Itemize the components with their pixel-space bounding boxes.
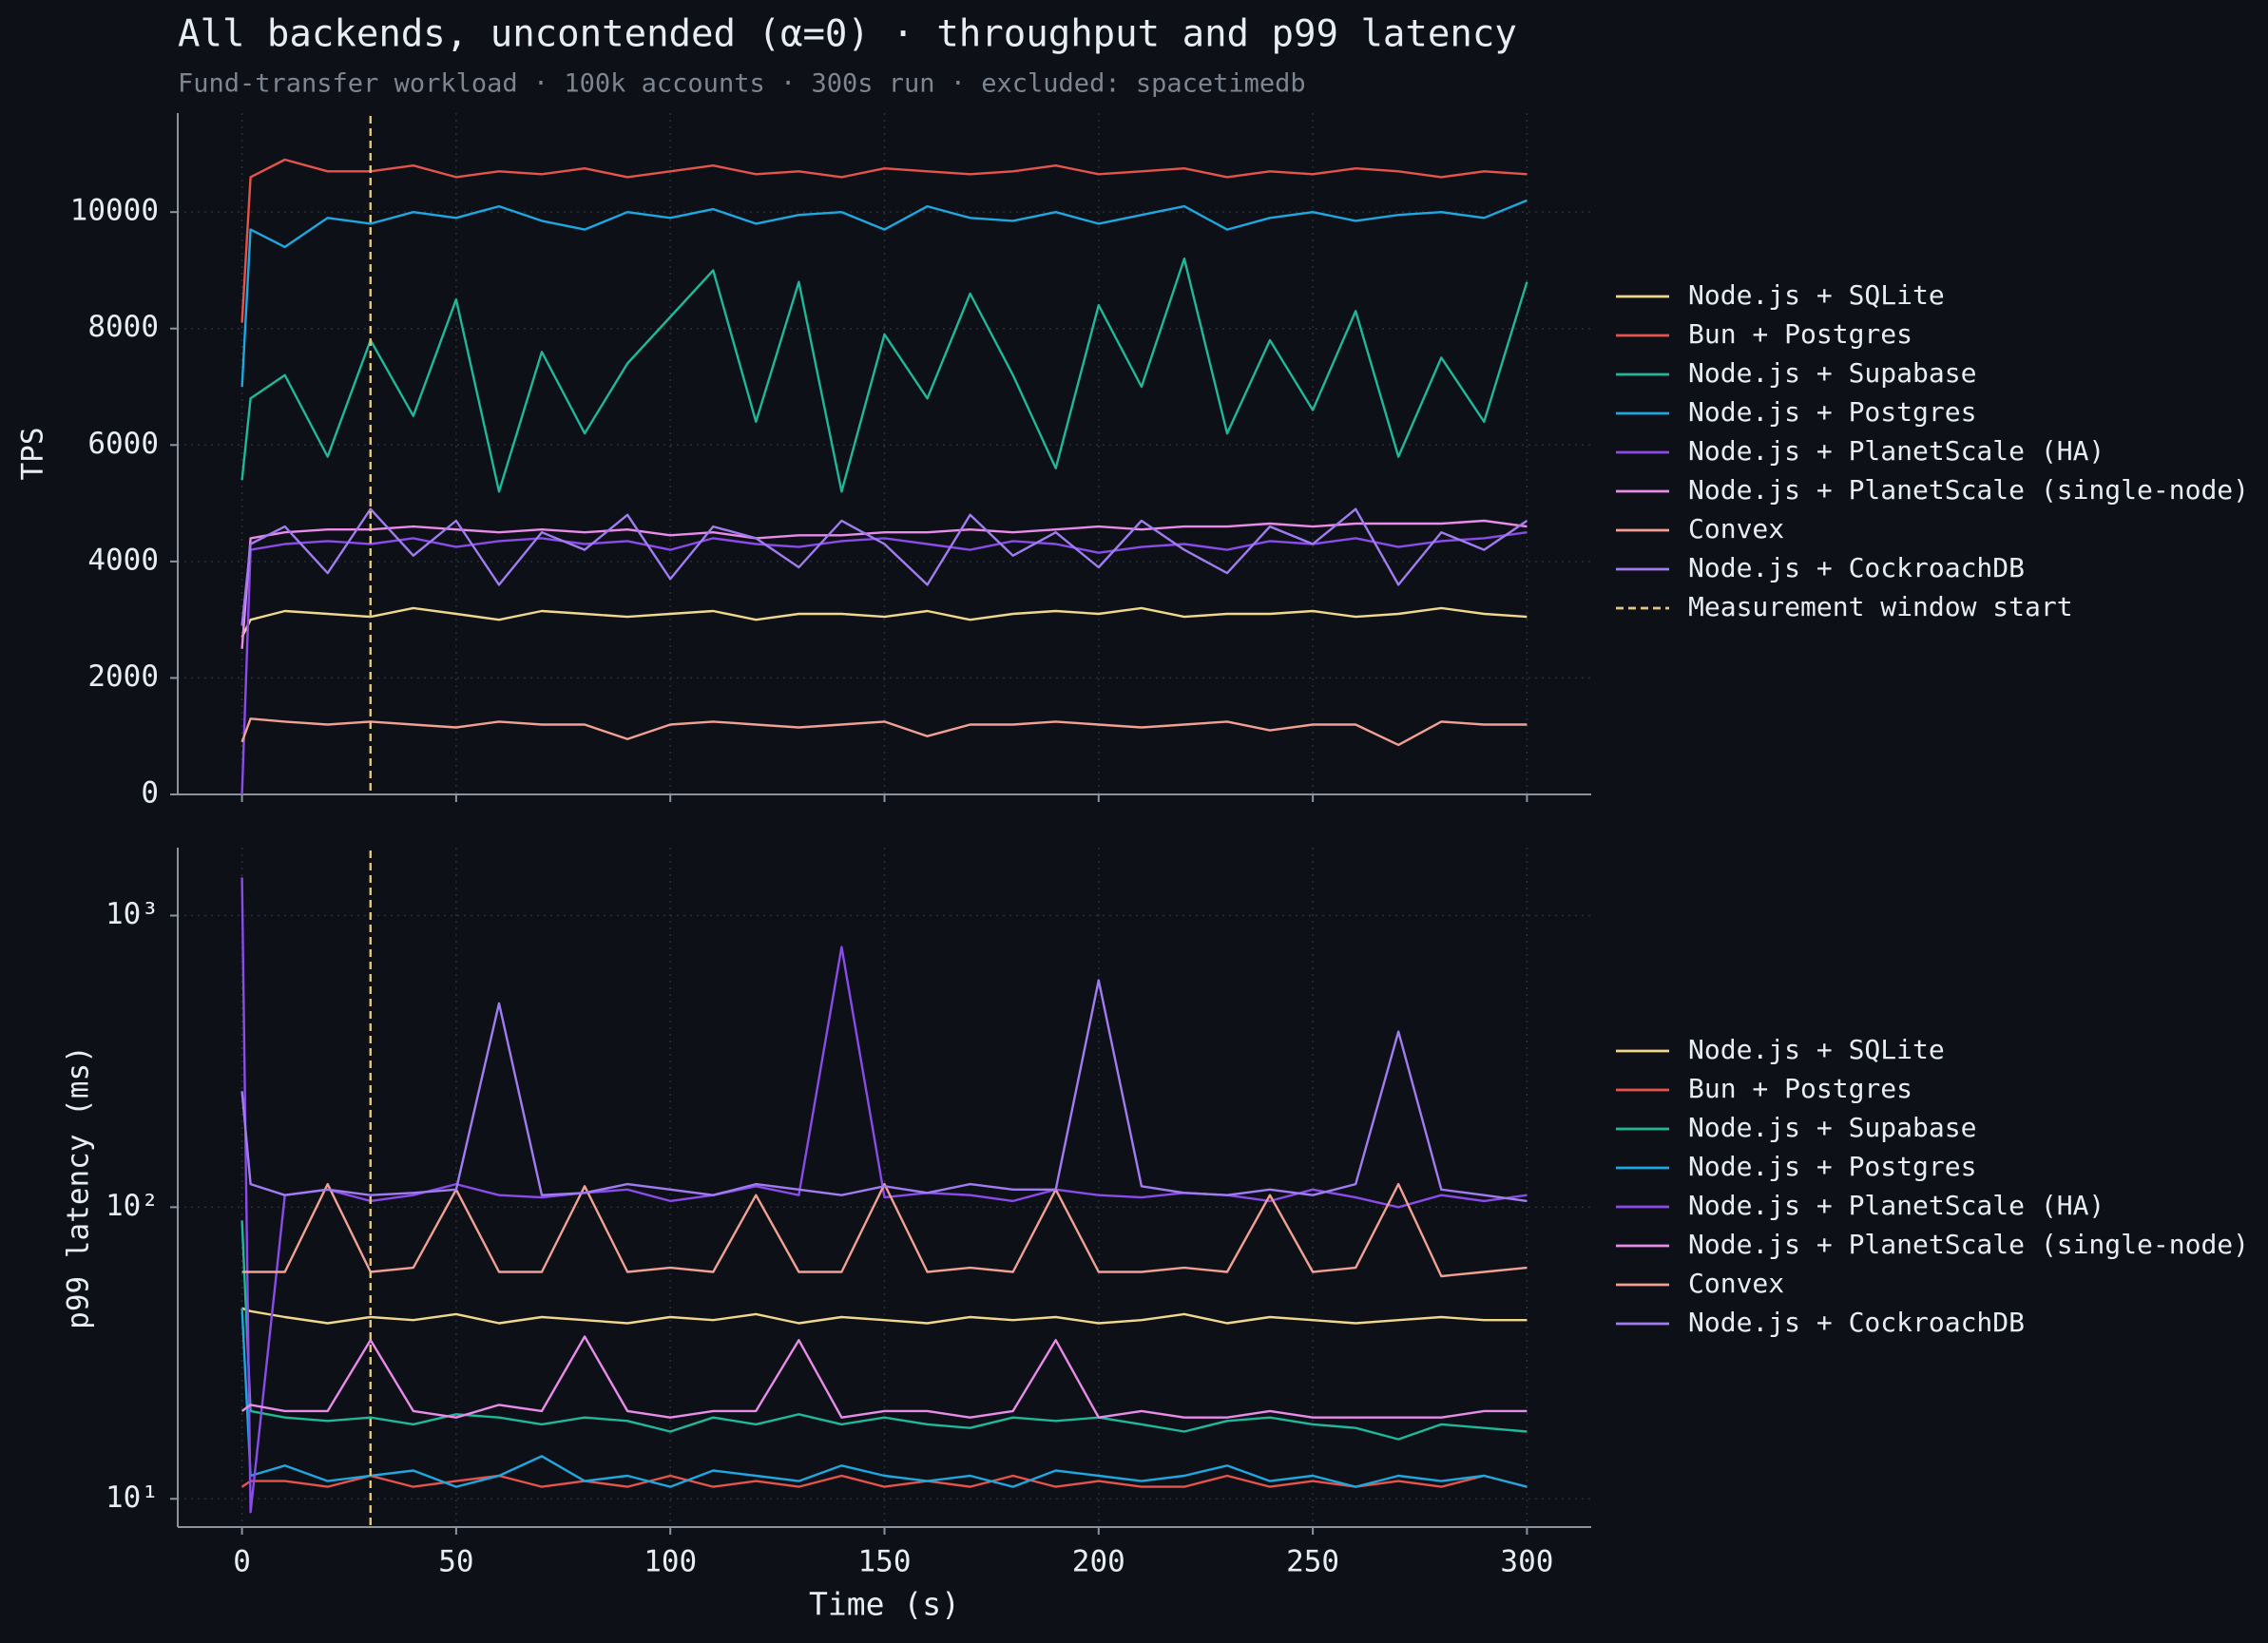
y-tick-label: 10000 <box>70 194 159 228</box>
y-tick-label: 4000 <box>87 543 159 577</box>
series-line <box>240 717 1528 747</box>
legend-label: Node.js + Supabase <box>1688 1112 1976 1143</box>
y-axis-label: TPS <box>16 428 50 481</box>
legend-label: Convex <box>1688 513 1784 544</box>
x-tick-label: 100 <box>644 1545 697 1579</box>
legend-label: Node.js + Postgres <box>1688 396 1976 428</box>
x-tick-label: 300 <box>1500 1545 1553 1579</box>
y-tick-label: 2000 <box>87 659 159 694</box>
y-tick-label: 10² <box>106 1189 159 1223</box>
x-tick-label: 200 <box>1072 1545 1125 1579</box>
legend-label: Node.js + PlanetScale (HA) <box>1688 1190 2105 1221</box>
series-line <box>240 1474 1528 1488</box>
legend-label: Bun + Postgres <box>1688 318 1912 350</box>
x-tick-label: 250 <box>1286 1545 1339 1579</box>
y-tick-label: 0 <box>141 776 159 811</box>
series-line <box>240 158 1528 323</box>
x-tick-label: 0 <box>233 1545 251 1579</box>
series-line <box>240 606 1528 639</box>
legend-label: Node.js + CockroachDB <box>1688 1307 2025 1338</box>
series-line <box>240 519 1528 649</box>
series-line <box>240 531 1528 795</box>
y-tick-label: 6000 <box>87 427 159 461</box>
series-line <box>240 1220 1528 1441</box>
series-line <box>240 1335 1528 1419</box>
legend-label: Convex <box>1688 1268 1784 1299</box>
legend-label: Node.js + Supabase <box>1688 357 1976 389</box>
legend-label: Measurement window start <box>1688 591 2073 622</box>
series-line <box>240 979 1528 1203</box>
legend-label: Node.js + PlanetScale (single-node) <box>1688 474 2249 506</box>
chart-title: All backends, uncontended (α=0) · throug… <box>178 13 1517 56</box>
legend-label: Node.js + PlanetScale (HA) <box>1688 435 2105 467</box>
x-axis-label: Time (s) <box>809 1586 960 1623</box>
y-axis-label: p99 latency (ms) <box>62 1045 96 1329</box>
series-line <box>241 1307 1528 1325</box>
y-tick-label: 10¹ <box>106 1481 159 1515</box>
legend-label: Bun + Postgres <box>1688 1073 1912 1104</box>
series-line <box>240 1308 1528 1488</box>
y-tick-label: 10³ <box>106 897 159 931</box>
legend-label: Node.js + SQLite <box>1688 279 1945 311</box>
x-tick-label: 150 <box>858 1545 912 1579</box>
legend-label: Node.js + Postgres <box>1688 1151 1976 1182</box>
series-line <box>241 1182 1528 1278</box>
chart-subtitle: Fund-transfer workload · 100k accounts ·… <box>178 69 1306 99</box>
legend-label: Node.js + SQLite <box>1688 1034 1945 1065</box>
legend-label: Node.js + CockroachDB <box>1688 552 2025 583</box>
y-tick-label: 8000 <box>87 310 159 344</box>
legend-label: Node.js + PlanetScale (single-node) <box>1688 1229 2249 1260</box>
series-line <box>240 507 1528 626</box>
series-line <box>240 258 1528 493</box>
x-tick-label: 50 <box>438 1545 473 1579</box>
series-line <box>240 199 1528 388</box>
